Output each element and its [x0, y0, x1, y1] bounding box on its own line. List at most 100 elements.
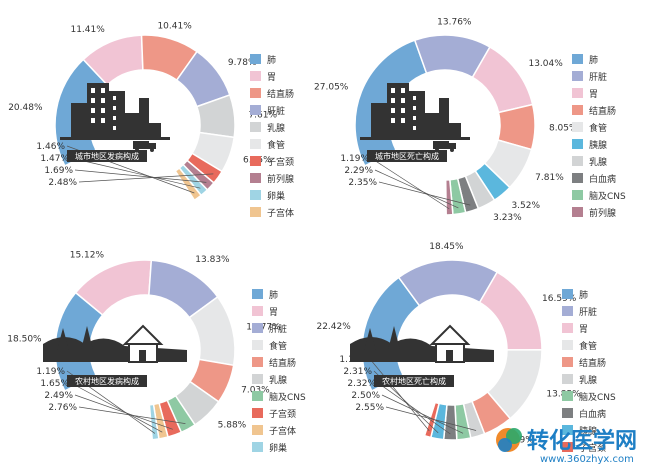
slice-pct-label: 22.42%: [316, 322, 351, 332]
legend-label: 肺: [579, 290, 588, 301]
legend-swatch: [572, 54, 583, 64]
donut-chart-3: 18.50% 15.12% 13.83% 12.77% 7.03% 5.88% 2.76% 2…: [7, 250, 306, 454]
legend-swatch: [250, 54, 261, 64]
legend-swatch: [562, 289, 573, 299]
legend-swatch: [562, 323, 573, 333]
leader-line: [370, 157, 450, 210]
donut-chart-2: 27.05% 13.76% 13.04% 8.05% 7.81% 3.52% 3.23% 2.…: [314, 17, 626, 223]
legend-label: 脑及CNS: [269, 391, 306, 403]
chart-title: 城市地区发病构成: [75, 151, 139, 161]
legend-swatch: [252, 289, 263, 299]
legend-swatch: [252, 374, 263, 384]
legend-label: 白血病: [579, 408, 606, 420]
legend-label: 卵巢: [267, 190, 285, 202]
legend-label: 肝脏: [269, 323, 287, 335]
legend-swatch: [572, 88, 583, 98]
slice-pct-label: 15.12%: [70, 250, 105, 260]
legend-label: 肝脏: [267, 105, 285, 117]
slice-pct-label: 1.65%: [40, 379, 69, 389]
slice-pct-label: 5.29%: [505, 435, 534, 445]
legend-label: 子宫体: [269, 425, 296, 437]
donut-chart-4: 22.42%18.45%16.59%13.85%5.29%2.55%2.50%2…: [316, 242, 616, 454]
legend-label: 食管: [267, 139, 285, 151]
slice-pct-label: 7.81%: [535, 173, 564, 183]
legend-label: 胰腺: [589, 139, 607, 151]
center-title-bg: [367, 150, 447, 162]
legend-label: 脑及CNS: [579, 391, 616, 403]
slice-pct-label: 13.04%: [528, 59, 563, 69]
slice-pct-label: 20.48%: [8, 103, 43, 113]
legend-swatch: [562, 391, 573, 401]
slice-pct-label: 18.50%: [7, 335, 42, 345]
legend-swatch: [562, 306, 573, 316]
legend-swatch: [250, 139, 261, 149]
legend-swatch: [252, 425, 263, 435]
legend-label: 胃: [589, 89, 598, 100]
city-skyline-icon: [60, 83, 170, 152]
legend-label: 白血病: [589, 173, 616, 185]
legend-label: 肺: [267, 55, 276, 66]
legend-swatch: [250, 71, 261, 81]
leader-line: [369, 358, 430, 432]
leader-line: [70, 382, 163, 433]
legend-label: 结直肠: [579, 357, 606, 369]
slice-pct-label: 2.50%: [351, 391, 380, 401]
slice-pct-label: 2.35%: [348, 178, 377, 188]
leader-line: [374, 169, 459, 209]
legend-label: 子宫颈: [267, 156, 294, 168]
legend-swatch: [250, 88, 261, 98]
legend-swatch: [562, 425, 573, 435]
legend-swatch: [562, 374, 573, 384]
legend-swatch: [572, 190, 583, 200]
slice-pct-label: 2.76%: [48, 403, 77, 413]
legend-label: 食管: [589, 122, 607, 134]
slice-pct-label: 27.05%: [314, 83, 349, 93]
legend-label: 乳腺: [589, 156, 607, 168]
legend-swatch: [572, 173, 583, 183]
legend-swatch: [562, 442, 573, 452]
legend-label: 结直肠: [269, 357, 296, 369]
legend-label: 结直肠: [267, 88, 294, 100]
legend-label: 肝脏: [589, 71, 607, 83]
legend-label: 胃: [269, 307, 278, 318]
chart-title: 城市地区死亡构成: [375, 151, 439, 161]
donut-chart-1: 20.48%11.41%10.41%9.78%7.61%6.45%2.48%1.…: [8, 21, 294, 219]
slice-pct-label: 1.19%: [340, 154, 369, 164]
legend-label: 乳腺: [267, 122, 285, 134]
legend-label: 肝脏: [579, 306, 597, 318]
legend-swatch: [562, 340, 573, 350]
slice-pct-label: 16.59%: [542, 294, 577, 304]
legend-label: 食管: [579, 340, 597, 352]
legend-label: 卵巢: [269, 442, 287, 454]
legend-swatch: [250, 190, 261, 200]
legend-label: 胃: [579, 324, 588, 335]
slice-pct-label: 2.29%: [344, 166, 373, 176]
legend-swatch: [250, 207, 261, 217]
leader-line: [70, 157, 201, 189]
slice-pct-label: 2.49%: [44, 391, 73, 401]
legend-swatch: [572, 156, 583, 166]
center-title-bg: [67, 375, 147, 387]
legend-swatch: [572, 139, 583, 149]
slice-pct-label: 2.31%: [343, 367, 372, 377]
slice-pct-label: 11.41%: [70, 25, 105, 35]
legend-swatch: [250, 173, 261, 183]
village-house-icon: [350, 324, 494, 363]
slice-pct-label: 1.19%: [36, 367, 65, 377]
legend-label: 脑及CNS: [589, 190, 626, 202]
city-skyline-icon: [360, 83, 470, 152]
leader-line: [78, 173, 214, 183]
slice-pct-label: 12.77%: [246, 322, 281, 332]
legend-label: 子宫颈: [579, 442, 606, 454]
legend-swatch: [250, 105, 261, 115]
legend-swatch: [572, 122, 583, 132]
center-title-bg: [67, 150, 147, 162]
legend-label: 食管: [269, 340, 287, 352]
village-house-icon: [43, 324, 187, 363]
legend-swatch: [252, 323, 263, 333]
legend-swatch: [572, 207, 583, 217]
legend-label: 乳腺: [269, 374, 287, 386]
